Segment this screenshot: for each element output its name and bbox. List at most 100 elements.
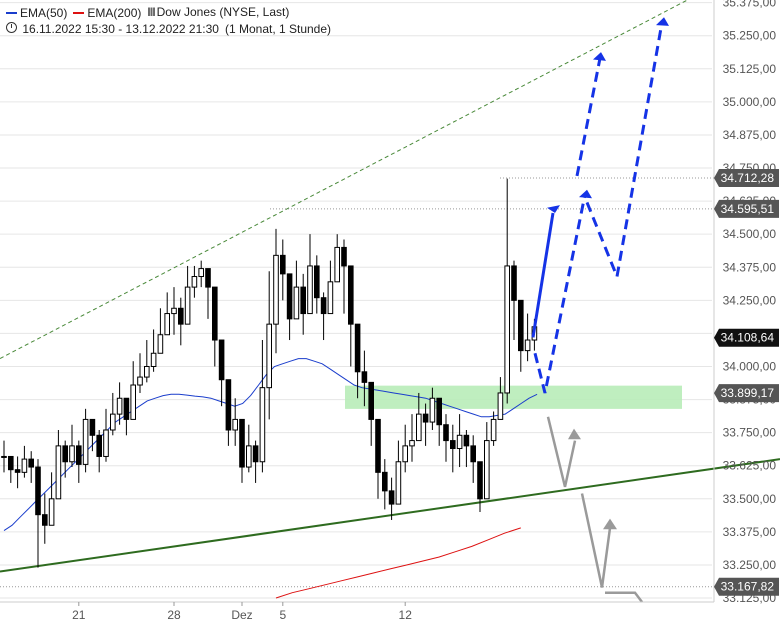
ema200-legend[interactable]: EMA(200) <box>73 5 141 21</box>
candle-body <box>171 307 177 315</box>
candle-body <box>205 268 211 288</box>
candle-body <box>450 440 456 450</box>
ema200-line <box>275 527 521 599</box>
price-label-text: 33.899,17 <box>721 386 775 400</box>
clock-icon <box>6 22 17 33</box>
candle-body <box>477 461 483 500</box>
bear-arrow-2 <box>580 493 612 588</box>
candle-body <box>62 445 69 463</box>
candle-body <box>130 384 136 420</box>
candle-body <box>416 413 422 442</box>
candle-body <box>69 445 75 463</box>
y-tick-label: 33.500,00 <box>723 492 777 506</box>
candle-body <box>280 254 286 275</box>
y-tick-label: 34.375,00 <box>723 260 777 274</box>
candle-body <box>463 434 470 447</box>
bear-arrowhead-2 <box>603 518 617 530</box>
candle-body <box>123 397 130 420</box>
candle-body <box>456 434 463 450</box>
candle-body <box>191 276 198 288</box>
forecast-dashed-arrow-3 <box>575 57 602 177</box>
candle-body <box>436 397 442 426</box>
forecast-solid-arrow <box>531 212 555 338</box>
candle-body <box>42 514 48 526</box>
y-tick-label: 35.000,00 <box>723 95 777 109</box>
y-tick-label: 35.125,00 <box>723 62 777 76</box>
candle-body <box>497 392 504 420</box>
grid <box>0 2 712 599</box>
price-label-box <box>714 384 779 403</box>
candle-body <box>144 365 150 378</box>
x-tick-label: 21 <box>72 608 86 622</box>
candle-body <box>429 397 436 423</box>
x-tick-label: 28 <box>167 608 181 622</box>
candle-body <box>96 434 103 457</box>
y-tick-label: 33.250,00 <box>723 558 777 572</box>
chart-legend: EMA(50) EMA(200) ⫴⫴ Dow Jones (NYSE, Last… <box>6 4 331 37</box>
y-tick-label: 33.375,00 <box>723 525 777 539</box>
bear-arrow-1 <box>546 416 577 488</box>
candle-body <box>470 445 476 463</box>
candle-body <box>375 418 381 473</box>
ema200-label: EMA(200) <box>87 5 142 20</box>
y-tick-label: 34.875,00 <box>723 128 777 142</box>
candle-body <box>511 265 517 301</box>
candle-body <box>8 455 14 471</box>
price-label-box <box>714 199 779 218</box>
forecast-dashed-arrow-1 <box>533 194 587 394</box>
candle-body <box>320 297 327 315</box>
bear-arrowhead-1 <box>568 428 581 440</box>
y-tick-label: 34.250,00 <box>723 293 777 307</box>
y-tick-label: 34.500,00 <box>723 227 777 241</box>
candle-body <box>239 418 245 468</box>
price-label: 33.899,17 <box>714 384 779 403</box>
y-tick-label: 33.750,00 <box>723 426 777 440</box>
candle-body <box>35 466 41 516</box>
candle-body <box>382 471 388 492</box>
candle-body <box>252 445 259 463</box>
ema200-swatch <box>73 12 85 15</box>
ema50-label: EMA(50) <box>20 5 68 20</box>
price-label-box <box>714 169 779 188</box>
arrowhead-4 <box>593 52 606 61</box>
y-tick-label: 34.000,00 <box>723 359 777 373</box>
candle-body <box>28 458 34 468</box>
forecast-arrows <box>531 17 669 603</box>
candle-body <box>157 334 164 354</box>
price-label: 33.167,82 <box>714 577 779 596</box>
arrowhead-1 <box>547 205 560 214</box>
candle-body <box>103 429 109 457</box>
candle-body <box>184 286 191 325</box>
candle-body <box>76 445 82 465</box>
instrument-legend[interactable]: ⫴⫴ Dow Jones (NYSE, Last) <box>147 4 289 21</box>
price-label-text: 34.712,28 <box>721 171 775 185</box>
candle-body <box>259 387 266 463</box>
ema50-swatch <box>6 12 17 15</box>
candle-body <box>225 379 232 431</box>
price-label: 34.595,51 <box>714 199 779 218</box>
candle-body <box>89 418 96 436</box>
lower-channel-line <box>0 458 780 573</box>
support-zone <box>345 385 682 409</box>
candle-body <box>368 381 374 420</box>
candle-body <box>504 265 510 394</box>
candle-body <box>48 498 55 526</box>
ema50-legend[interactable]: EMA(50) <box>6 5 67 21</box>
candle-body <box>55 445 62 500</box>
candle-body <box>273 254 279 325</box>
candle-body <box>198 268 204 278</box>
price-label: 34.108,64 <box>714 328 779 347</box>
candle-body <box>14 469 21 473</box>
candle-body <box>402 445 408 463</box>
candles <box>1 178 538 568</box>
candle-body <box>300 286 306 315</box>
candle-body <box>116 397 123 415</box>
candle-body <box>178 307 184 325</box>
price-label-box <box>714 328 779 347</box>
y-tick-label: 35.250,00 <box>723 29 777 43</box>
candle-body <box>524 339 531 352</box>
candle-body <box>490 418 497 442</box>
candle-body <box>293 286 300 320</box>
